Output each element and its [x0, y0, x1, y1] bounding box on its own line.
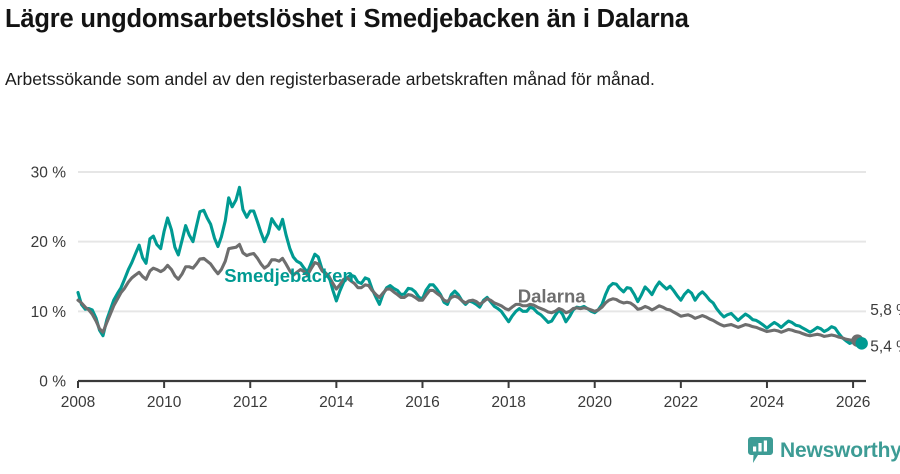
x-axis-tick-label: 2022 — [664, 394, 698, 411]
x-axis-tick-label: 2020 — [577, 394, 612, 411]
x-axis-tick-label: 2024 — [750, 394, 785, 411]
series-line-dalarna — [76, 242, 859, 343]
end-value-label: 5,4 % — [870, 339, 900, 356]
y-axis-tick-label: 20 % — [31, 234, 67, 251]
page-subtitle: Arbetssökande som andel av den registerb… — [5, 69, 655, 89]
x-axis-tick-label: 2010 — [147, 394, 182, 411]
newsworthy-logo: Newsworthy — [748, 437, 900, 464]
end-value-label: 5,8 % — [870, 302, 900, 319]
bar-chart-bubble-icon — [748, 437, 773, 464]
x-axis-tick-label: 2026 — [836, 394, 870, 411]
newsworthy-wordmark: Newsworthy — [780, 438, 900, 462]
x-axis-tick-label: 2018 — [491, 394, 525, 411]
series-label-dalarna: Dalarna — [518, 285, 587, 306]
x-axis-tick-label: 2008 — [61, 394, 95, 411]
y-axis-tick-label: 10 % — [31, 304, 67, 321]
x-axis-tick-label: 2016 — [405, 394, 439, 411]
y-axis-tick-label: 30 % — [31, 165, 67, 182]
end-marker-smedjebacken — [855, 337, 868, 350]
series-label-smedjebacken: Smedjebacken — [224, 265, 354, 286]
page-title: Lägre ungdomsarbetslöshet i Smedjebacken… — [5, 5, 689, 33]
x-axis-tick-label: 2012 — [233, 394, 267, 411]
y-axis-tick-label: 0 % — [39, 374, 66, 391]
x-axis-tick-label: 2014 — [319, 394, 354, 411]
